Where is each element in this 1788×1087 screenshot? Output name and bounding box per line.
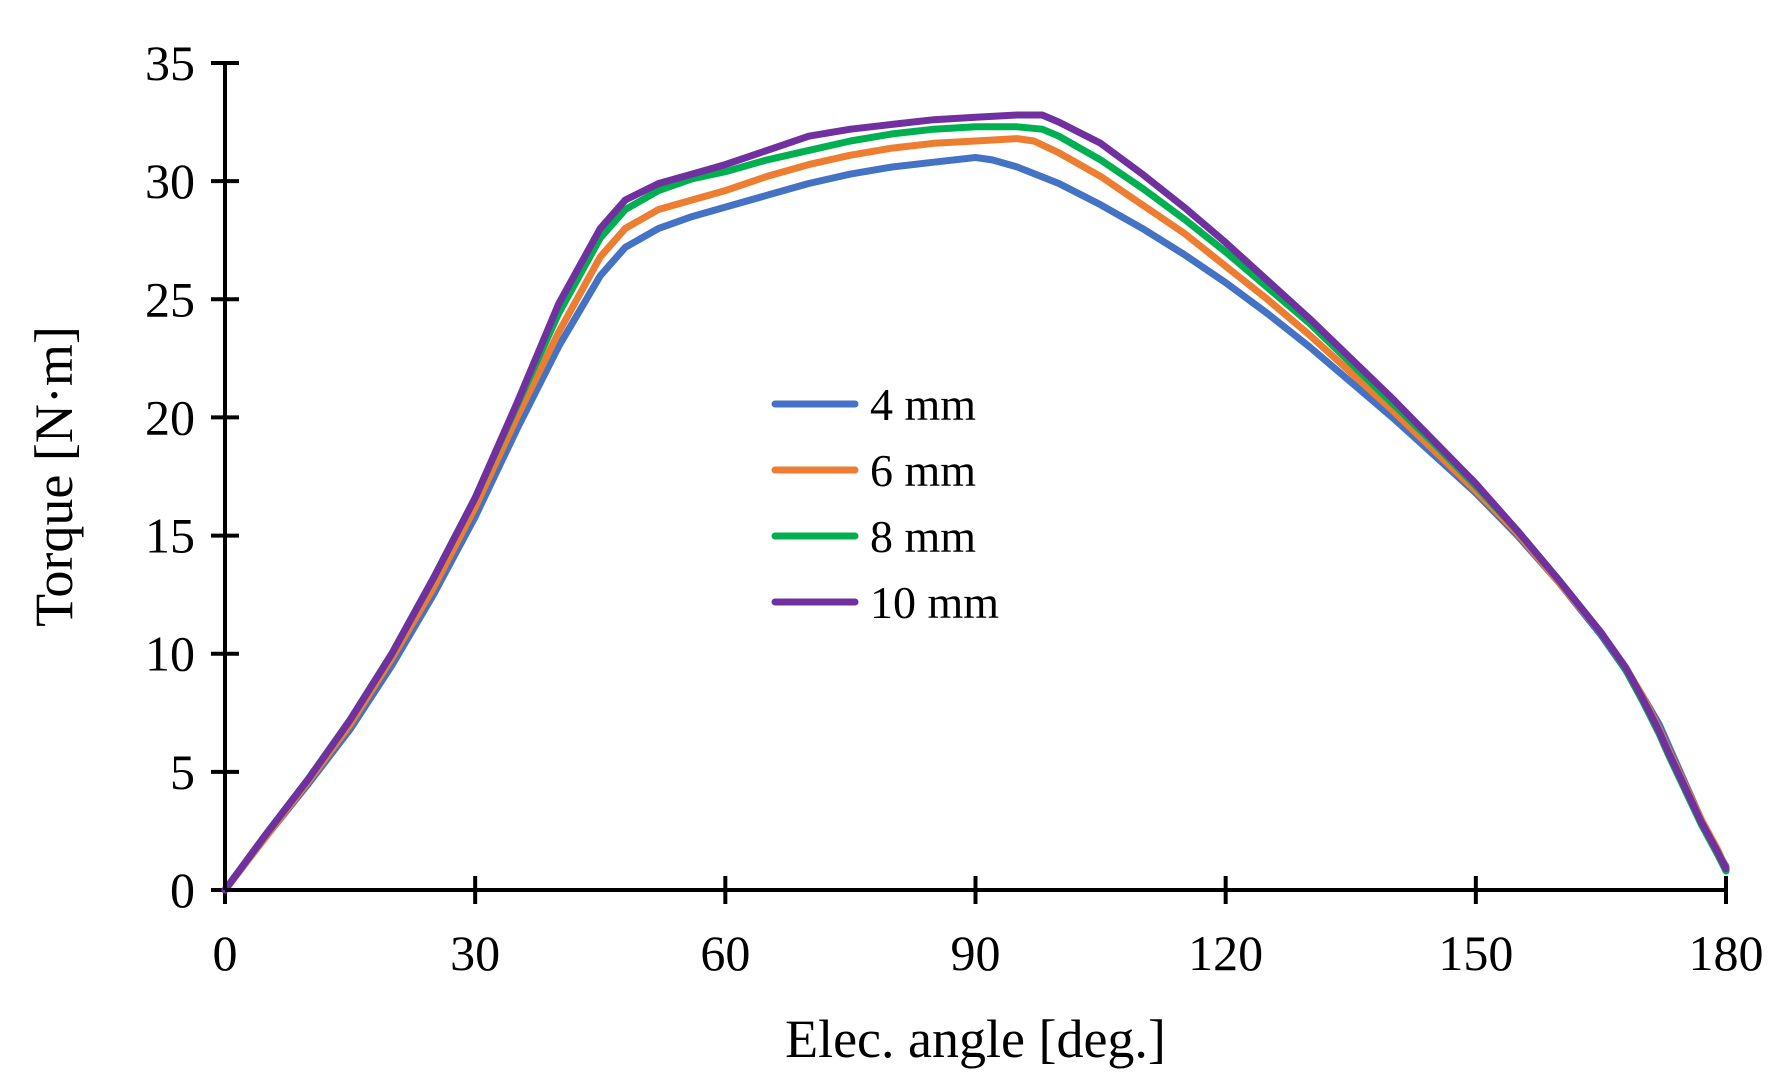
y-tick-label: 25 xyxy=(145,271,195,327)
x-tick-label: 120 xyxy=(1188,925,1263,981)
x-tick-label: 150 xyxy=(1438,925,1513,981)
x-axis-title: Elec. angle [deg.] xyxy=(785,1009,1166,1069)
x-tick-label: 60 xyxy=(700,925,750,981)
x-tick-label: 30 xyxy=(450,925,500,981)
y-tick-label: 30 xyxy=(145,153,195,209)
x-tick-label: 180 xyxy=(1689,925,1764,981)
x-tick-label: 0 xyxy=(213,925,238,981)
legend-label: 8 mm xyxy=(870,511,976,562)
y-axis-title: Torque [N·m] xyxy=(24,326,84,627)
legend-label: 10 mm xyxy=(870,577,999,628)
y-tick-label: 10 xyxy=(145,626,195,682)
legend-label: 6 mm xyxy=(870,445,976,496)
series-line-10-mm xyxy=(221,111,1730,894)
y-tick-label: 20 xyxy=(145,389,195,445)
x-tick-label: 90 xyxy=(951,925,1001,981)
legend: 4 mm 6 mm 8 mm 10 mm xyxy=(771,379,999,628)
y-tick-label: 5 xyxy=(170,744,195,800)
series-lines xyxy=(221,111,1730,894)
y-tick-label: 0 xyxy=(170,862,195,918)
legend-label: 4 mm xyxy=(870,379,976,430)
y-tick-label: 35 xyxy=(145,35,195,91)
x-axis-ticks: 0 30 60 90 120 150 180 xyxy=(213,876,1764,981)
y-tick-label: 15 xyxy=(145,508,195,564)
